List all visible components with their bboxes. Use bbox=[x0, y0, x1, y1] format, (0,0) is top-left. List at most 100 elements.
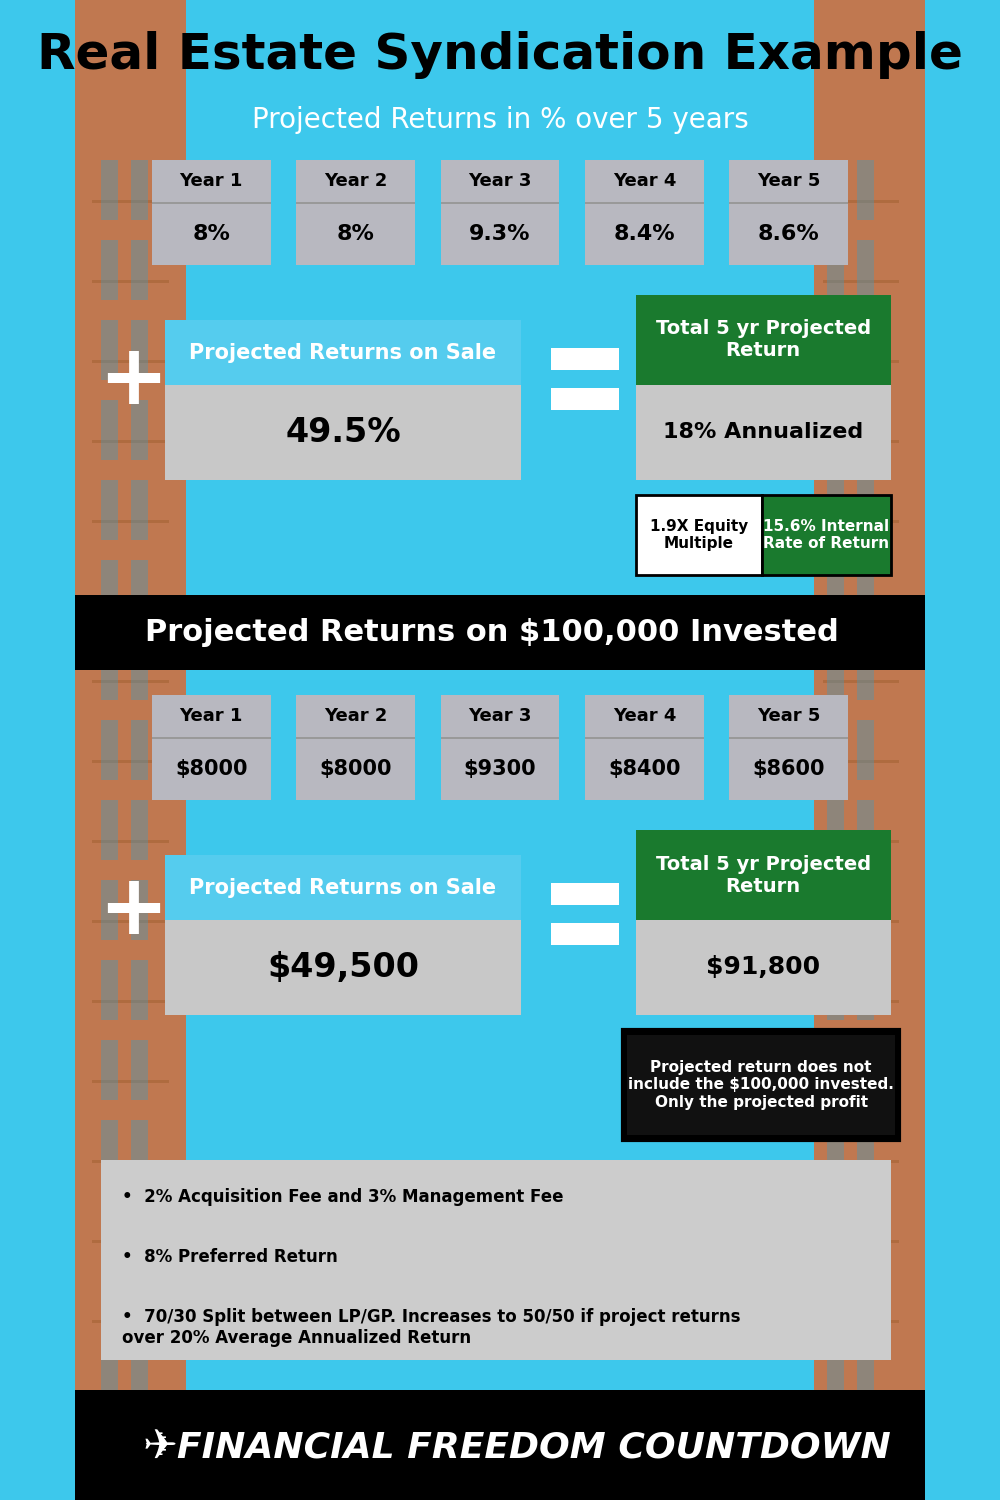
Bar bbox=[165, 320, 521, 480]
Bar bbox=[827, 1040, 844, 1100]
Bar bbox=[101, 880, 118, 940]
Bar bbox=[101, 1280, 118, 1340]
Bar bbox=[92, 840, 169, 843]
Bar bbox=[827, 1360, 844, 1420]
Text: Year 5: Year 5 bbox=[757, 172, 820, 190]
Bar bbox=[636, 296, 891, 480]
Text: 8.6%: 8.6% bbox=[758, 224, 820, 245]
Bar bbox=[131, 1120, 148, 1180]
Bar bbox=[585, 694, 704, 800]
Text: ✈: ✈ bbox=[143, 1426, 178, 1468]
Bar bbox=[101, 1360, 118, 1420]
Bar bbox=[131, 800, 148, 859]
Bar bbox=[857, 1040, 874, 1100]
Bar bbox=[823, 200, 899, 202]
Bar bbox=[857, 800, 874, 859]
Bar bbox=[165, 920, 521, 1016]
Bar bbox=[75, 0, 186, 1500]
Bar bbox=[131, 960, 148, 1020]
Bar bbox=[551, 922, 619, 945]
Bar bbox=[441, 160, 559, 266]
Bar bbox=[441, 694, 559, 736]
Bar bbox=[71, 1390, 929, 1500]
Bar bbox=[823, 760, 899, 764]
Bar bbox=[762, 495, 891, 574]
Bar bbox=[101, 160, 118, 220]
Text: Year 3: Year 3 bbox=[468, 706, 532, 724]
Text: Total 5 yr Projected
Return: Total 5 yr Projected Return bbox=[656, 320, 871, 360]
Bar bbox=[131, 320, 148, 380]
Bar bbox=[585, 202, 704, 204]
Bar bbox=[857, 480, 874, 540]
Bar bbox=[165, 855, 521, 1016]
Bar bbox=[152, 736, 271, 740]
Bar bbox=[101, 960, 118, 1020]
Text: 8.4%: 8.4% bbox=[614, 224, 675, 245]
Bar bbox=[152, 160, 271, 202]
Text: FINANCIAL FREEDOM COUNTDOWN: FINANCIAL FREEDOM COUNTDOWN bbox=[177, 1430, 891, 1464]
Bar bbox=[827, 1280, 844, 1340]
Bar bbox=[92, 1320, 169, 1323]
Bar bbox=[623, 1030, 899, 1140]
Text: Year 3: Year 3 bbox=[468, 172, 532, 190]
Text: $91,800: $91,800 bbox=[706, 956, 820, 980]
Bar bbox=[823, 920, 899, 922]
Bar bbox=[92, 280, 169, 284]
Bar bbox=[857, 1200, 874, 1260]
Bar bbox=[857, 720, 874, 780]
Bar bbox=[101, 720, 118, 780]
Bar bbox=[823, 1000, 899, 1004]
Bar bbox=[857, 1280, 874, 1340]
Bar bbox=[101, 400, 118, 460]
Bar bbox=[92, 600, 169, 603]
Bar bbox=[827, 560, 844, 620]
Bar bbox=[823, 520, 899, 524]
Bar bbox=[101, 1040, 118, 1100]
Bar bbox=[823, 840, 899, 843]
Bar bbox=[827, 240, 844, 300]
Text: $8600: $8600 bbox=[752, 759, 825, 778]
Text: Real Estate Syndication Example: Real Estate Syndication Example bbox=[37, 32, 963, 80]
Bar bbox=[857, 400, 874, 460]
Bar bbox=[92, 520, 169, 524]
Bar bbox=[827, 1200, 844, 1260]
Bar bbox=[827, 160, 844, 220]
Bar bbox=[92, 360, 169, 363]
Bar bbox=[92, 1080, 169, 1083]
Bar bbox=[131, 640, 148, 700]
Bar bbox=[857, 320, 874, 380]
Text: Projected return does not
include the $100,000 invested.
Only the projected prof: Projected return does not include the $1… bbox=[628, 1060, 894, 1110]
Bar bbox=[131, 1280, 148, 1340]
Bar bbox=[636, 495, 762, 574]
Bar bbox=[101, 1200, 118, 1260]
Bar bbox=[92, 1000, 169, 1004]
Bar bbox=[857, 560, 874, 620]
Bar bbox=[441, 694, 559, 800]
Bar bbox=[636, 386, 891, 480]
Bar bbox=[585, 160, 704, 202]
Bar bbox=[152, 202, 271, 204]
Bar bbox=[857, 240, 874, 300]
Bar bbox=[827, 720, 844, 780]
Bar bbox=[131, 400, 148, 460]
Bar bbox=[823, 680, 899, 682]
Bar bbox=[152, 694, 271, 800]
Text: $8000: $8000 bbox=[319, 759, 392, 778]
Bar bbox=[827, 880, 844, 940]
Bar bbox=[827, 640, 844, 700]
Bar bbox=[131, 560, 148, 620]
Text: •  2% Acquisition Fee and 3% Management Fee: • 2% Acquisition Fee and 3% Management F… bbox=[122, 1188, 564, 1206]
Text: 49.5%: 49.5% bbox=[285, 416, 401, 448]
Bar bbox=[441, 736, 559, 740]
Bar bbox=[92, 200, 169, 202]
Bar bbox=[729, 736, 848, 740]
Bar bbox=[823, 1160, 899, 1162]
Text: Year 5: Year 5 bbox=[757, 706, 820, 724]
Bar bbox=[186, 0, 925, 1500]
Bar bbox=[131, 720, 148, 780]
Text: Year 1: Year 1 bbox=[180, 172, 243, 190]
Bar bbox=[131, 880, 148, 940]
Text: Year 4: Year 4 bbox=[613, 172, 676, 190]
Bar bbox=[101, 640, 118, 700]
Text: 8%: 8% bbox=[337, 224, 375, 245]
